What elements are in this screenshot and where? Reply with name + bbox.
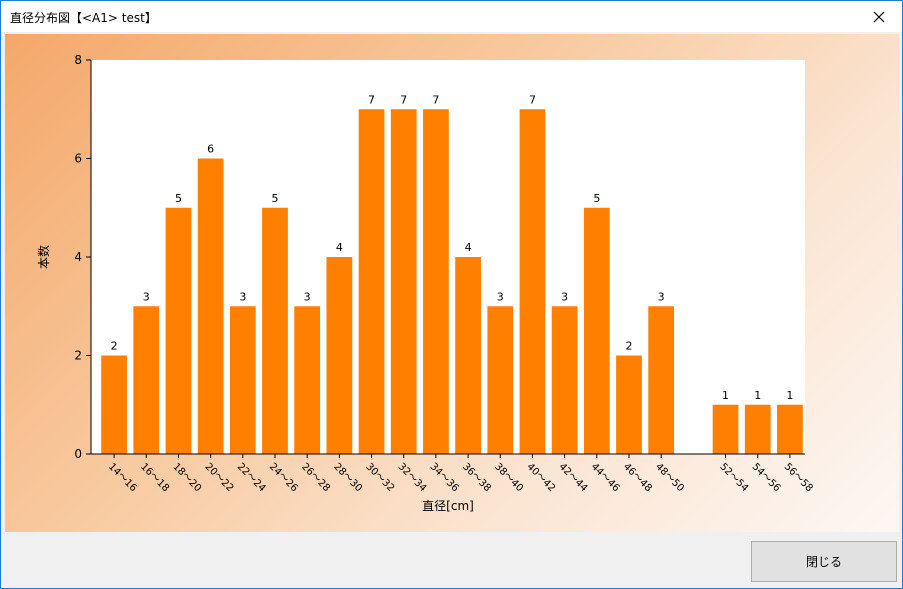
x-tick-label: 22～24: [235, 461, 268, 494]
x-tick-label: 20～22: [203, 461, 236, 494]
y-tick-label: 6: [74, 152, 82, 166]
x-tick-label: 38～40: [492, 461, 525, 494]
bar-40～42: [519, 109, 546, 454]
close-window-button[interactable]: [856, 1, 902, 32]
close-icon: [873, 11, 885, 22]
x-axis-label: 直径[cm]: [422, 499, 474, 513]
bar-24～26: [262, 207, 288, 454]
x-tick-label: 32～34: [396, 461, 429, 494]
bar-42～44: [551, 306, 578, 454]
x-tick-label: 56～58: [782, 461, 815, 494]
bar-56～58: [777, 404, 803, 454]
bar-20～22: [197, 158, 224, 454]
data-label: 2: [626, 340, 633, 353]
x-tick-label: 30～32: [363, 461, 396, 494]
x-tick-label: 18～20: [170, 461, 203, 494]
x-tick-label: 52～54: [717, 461, 750, 494]
bar-46～48: [616, 355, 642, 454]
data-label: 5: [175, 192, 182, 205]
bar-44～46: [583, 207, 610, 454]
x-tick-label: 42～44: [557, 461, 590, 494]
data-label: 3: [304, 290, 311, 303]
close-button[interactable]: 閉じる: [751, 541, 897, 582]
bar-18～20: [165, 207, 192, 454]
data-label: 5: [593, 192, 600, 205]
data-label: 3: [143, 290, 150, 303]
y-tick-label: 2: [74, 349, 82, 363]
y-tick-label: 8: [74, 53, 82, 67]
x-tick-label: 34～36: [428, 461, 461, 494]
y-tick-label: 4: [74, 250, 82, 264]
data-label: 3: [658, 290, 665, 303]
data-label: 4: [465, 241, 472, 254]
data-label: 3: [497, 290, 504, 303]
data-label: 3: [561, 290, 568, 303]
data-label: 6: [207, 143, 214, 156]
y-tick-label: 0: [74, 447, 82, 461]
y-axis-label: 本数: [36, 245, 51, 269]
bar-38～40: [487, 306, 514, 454]
bar-16～18: [133, 306, 160, 454]
bar-14～16: [101, 355, 127, 454]
window-title: 直径分布図【<A1> test】: [10, 11, 157, 25]
bar-22～24: [229, 306, 256, 454]
x-tick-label: 44～46: [589, 461, 622, 494]
data-label: 3: [239, 290, 246, 303]
x-tick-label: 48～50: [653, 461, 686, 494]
data-label: 7: [529, 93, 536, 106]
x-tick-label: 54～56: [750, 461, 783, 494]
x-tick-label: 24～26: [267, 461, 300, 494]
x-tick-label: 28～30: [331, 461, 364, 494]
data-label: 4: [336, 241, 343, 254]
x-tick-label: 36～38: [460, 461, 493, 494]
data-label: 7: [432, 93, 439, 106]
histogram-chart: 2 3 5 6 3 5 3 4 7 7 7 4 3 7 3 5 2 3 1 1 1 0 2 4 6 8 14～16 16～18 18…: [36, 53, 815, 513]
bar-48～50: [648, 306, 675, 454]
data-label: 5: [272, 192, 279, 205]
data-label: 1: [754, 389, 761, 402]
data-label: 1: [786, 389, 793, 402]
bar-30～32: [358, 109, 385, 454]
bar-36～38: [455, 257, 481, 454]
bar-32～34: [390, 109, 417, 454]
x-tick-label: 40～42: [524, 461, 557, 494]
data-label: 7: [400, 93, 407, 106]
bar-28～30: [326, 257, 353, 454]
bar-52～54: [712, 404, 739, 454]
data-label: 1: [722, 389, 729, 402]
title-bar: 直径分布図【<A1> test】: [1, 1, 902, 32]
x-tick-label: 16～18: [138, 461, 171, 494]
x-tick-label: 46～48: [621, 461, 654, 494]
bar-54～56: [744, 404, 771, 454]
bar-26～28: [294, 306, 321, 454]
bar-34～36: [423, 109, 449, 454]
data-label: 7: [368, 93, 375, 106]
x-tick-label: 14～16: [106, 461, 139, 494]
data-label: 2: [111, 340, 118, 353]
x-tick-label: 26～28: [299, 461, 332, 494]
chart-panel: 2 3 5 6 3 5 3 4 7 7 7 4 3 7 3 5 2 3 1 1 1 0 2 4 6 8 14～16 16～18 18…: [5, 34, 899, 532]
